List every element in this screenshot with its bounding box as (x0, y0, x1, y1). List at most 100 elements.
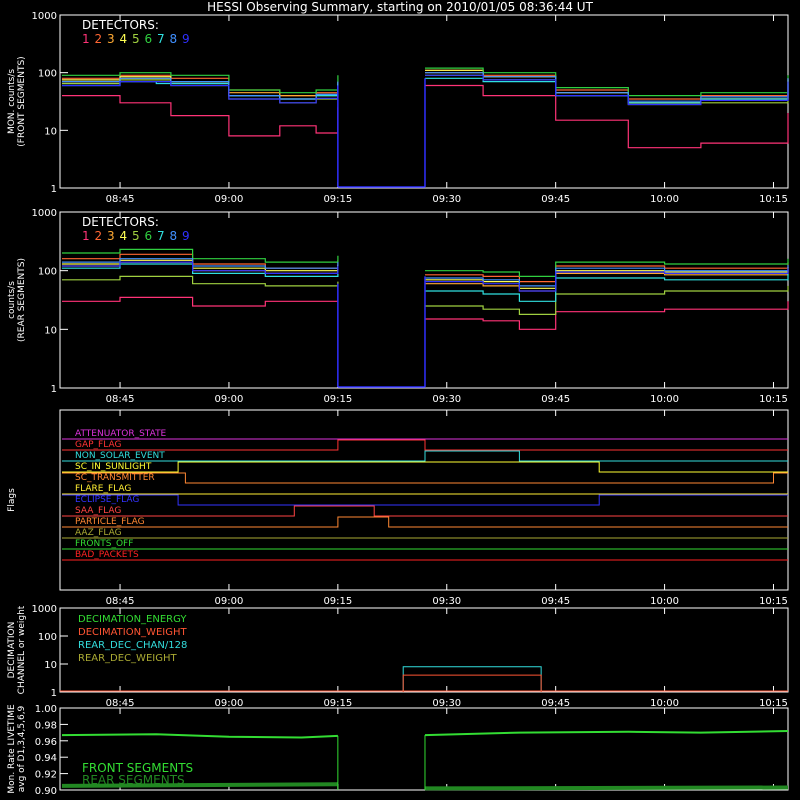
flag-line-2 (62, 450, 788, 462)
y-tick-label: 100 (38, 267, 57, 278)
y-tick-label: 0.92 (35, 770, 57, 781)
series-6-line (62, 248, 339, 263)
flag-label-5: FLARE_FLAG (75, 484, 131, 494)
series-1-line-after-gap (425, 84, 789, 149)
legend-detector-4: 4 (120, 32, 128, 46)
x-tick-label: 09:00 (215, 194, 244, 205)
series-7-line (62, 81, 339, 100)
livetime-rear-line-a (61, 782, 338, 788)
flag-label-10: FRONTS_OFF (75, 539, 133, 549)
x-tick-label: 10:15 (759, 698, 788, 709)
livetime-legend-rear: REAR SEGMENTS (82, 773, 185, 787)
legend-detector-9: 9 (182, 32, 190, 46)
x-tick-label: 10:00 (650, 698, 679, 709)
flag-label-1: GAP_FLAG (75, 440, 121, 450)
x-tick-label: 09:00 (215, 698, 244, 709)
flag-label-0: ATTENUATOR_STATE (75, 429, 167, 439)
legend-detector-1: 1 (82, 229, 90, 243)
panel-frame-2 (59, 409, 789, 591)
x-tick-label: 09:30 (432, 194, 461, 205)
y-axis-label-0: MON. counts/s (7, 69, 17, 134)
legend-detector-2: 2 (95, 229, 103, 243)
chart-title: HESSI Observing Summary, starting on 201… (207, 0, 593, 14)
x-tick-label: 10:15 (759, 394, 788, 405)
x-tick-label: 08:45 (106, 394, 135, 405)
legend-title: DETECTORS: (82, 215, 159, 229)
flag-label-9: AAZ_FLAG (75, 528, 122, 538)
y-axis-label-2: Flags (7, 488, 17, 512)
y-tick-label: 1 (51, 184, 57, 195)
x-tick-label: 09:45 (541, 194, 570, 205)
x-tick-label: 08:45 (106, 698, 135, 709)
legend-detector-6: 6 (145, 229, 153, 243)
x-tick-label: 09:15 (323, 596, 352, 607)
series-6-line-after-gap (425, 67, 789, 97)
series-9-line-after-gap (425, 74, 789, 106)
x-tick-label: 09:30 (432, 394, 461, 405)
series-9-line-after-gap (425, 268, 789, 292)
y-tick-label: 0.94 (35, 753, 57, 764)
decimation-legend-2: REAR_DEC_CHAN/128 (78, 640, 187, 651)
y-tick-label: 1.00 (35, 704, 57, 715)
x-tick-label: 09:30 (432, 698, 461, 709)
y-axis-sublabel-3: CHANNEL or weight (17, 605, 27, 694)
y-tick-label: 100 (38, 632, 57, 643)
x-tick-label: 09:00 (215, 596, 244, 607)
livetime-rear-line-b (424, 785, 789, 791)
series-2-line-after-gap (425, 69, 789, 100)
x-tick-label: 08:45 (106, 596, 135, 607)
flag-label-7: SAA_FLAG (75, 506, 121, 516)
y-tick-label: 1000 (32, 604, 57, 615)
legend-detector-8: 8 (170, 229, 178, 243)
series-1-line (62, 95, 339, 137)
x-tick-label: 09:15 (323, 394, 352, 405)
x-tick-label: 10:00 (650, 194, 679, 205)
series-5-line-after-gap (425, 285, 789, 315)
flag-line-6 (62, 494, 788, 506)
y-tick-label: 1 (51, 688, 57, 699)
legend-detector-3: 3 (107, 32, 115, 46)
flag-line-4 (62, 472, 788, 484)
flag-label-11: BAD_PACKETS (75, 550, 139, 560)
y-tick-label: 10 (44, 126, 57, 137)
legend-detector-4: 4 (120, 229, 128, 243)
y-tick-label: 100 (38, 69, 57, 80)
y-axis-label-1: counts/s (7, 281, 17, 319)
y-axis-sublabel-0: (FRONT SEGMENTS) (17, 56, 27, 146)
panel-frame-4 (59, 707, 789, 791)
flag-label-3: SC_IN_SUNLIGHT (75, 462, 152, 472)
x-tick-label: 09:45 (541, 596, 570, 607)
legend-detector-1: 1 (82, 32, 90, 46)
y-axis-label-3: DECIMATION (7, 622, 17, 679)
flag-line-7 (62, 505, 788, 517)
series-9-line (62, 81, 339, 104)
flag-line-3 (62, 461, 788, 473)
y-tick-label: 0.90 (35, 786, 57, 797)
livetime-front-line-a (61, 733, 338, 739)
series-5-line (62, 275, 339, 287)
decimation-legend-1: DECIMATION_WEIGHT (78, 627, 187, 638)
decimation-legend-3: REAR_DEC_WEIGHT (78, 653, 177, 664)
x-tick-label: 09:00 (215, 394, 244, 405)
flag-label-6: ECLIPSE_FLAG (75, 495, 139, 505)
y-axis-label-4: Mon. Rate LIVETIME (7, 704, 17, 794)
legend-detector-5: 5 (132, 32, 140, 46)
legend-detector-9: 9 (182, 229, 190, 243)
y-tick-label: 0.96 (35, 737, 57, 748)
x-tick-label: 10:15 (759, 194, 788, 205)
series-1-line (62, 296, 338, 307)
y-tick-label: 1000 (32, 11, 57, 22)
decimation-legend-0: DECIMATION_ENERGY (78, 614, 187, 625)
series-9-line (62, 261, 339, 274)
x-tick-label: 10:00 (650, 394, 679, 405)
series-6-line (62, 72, 339, 94)
y-tick-label: 10 (44, 660, 57, 671)
panel-frame-1 (59, 211, 789, 389)
flag-label-2: NON_SOLAR_EVENT (75, 451, 165, 461)
y-axis-sublabel-1: (REAR SEGMENTS) (17, 258, 27, 342)
legend-detector-8: 8 (170, 32, 178, 46)
x-tick-label: 09:30 (432, 596, 461, 607)
y-tick-label: 10 (44, 325, 57, 336)
x-tick-label: 09:45 (541, 394, 570, 405)
